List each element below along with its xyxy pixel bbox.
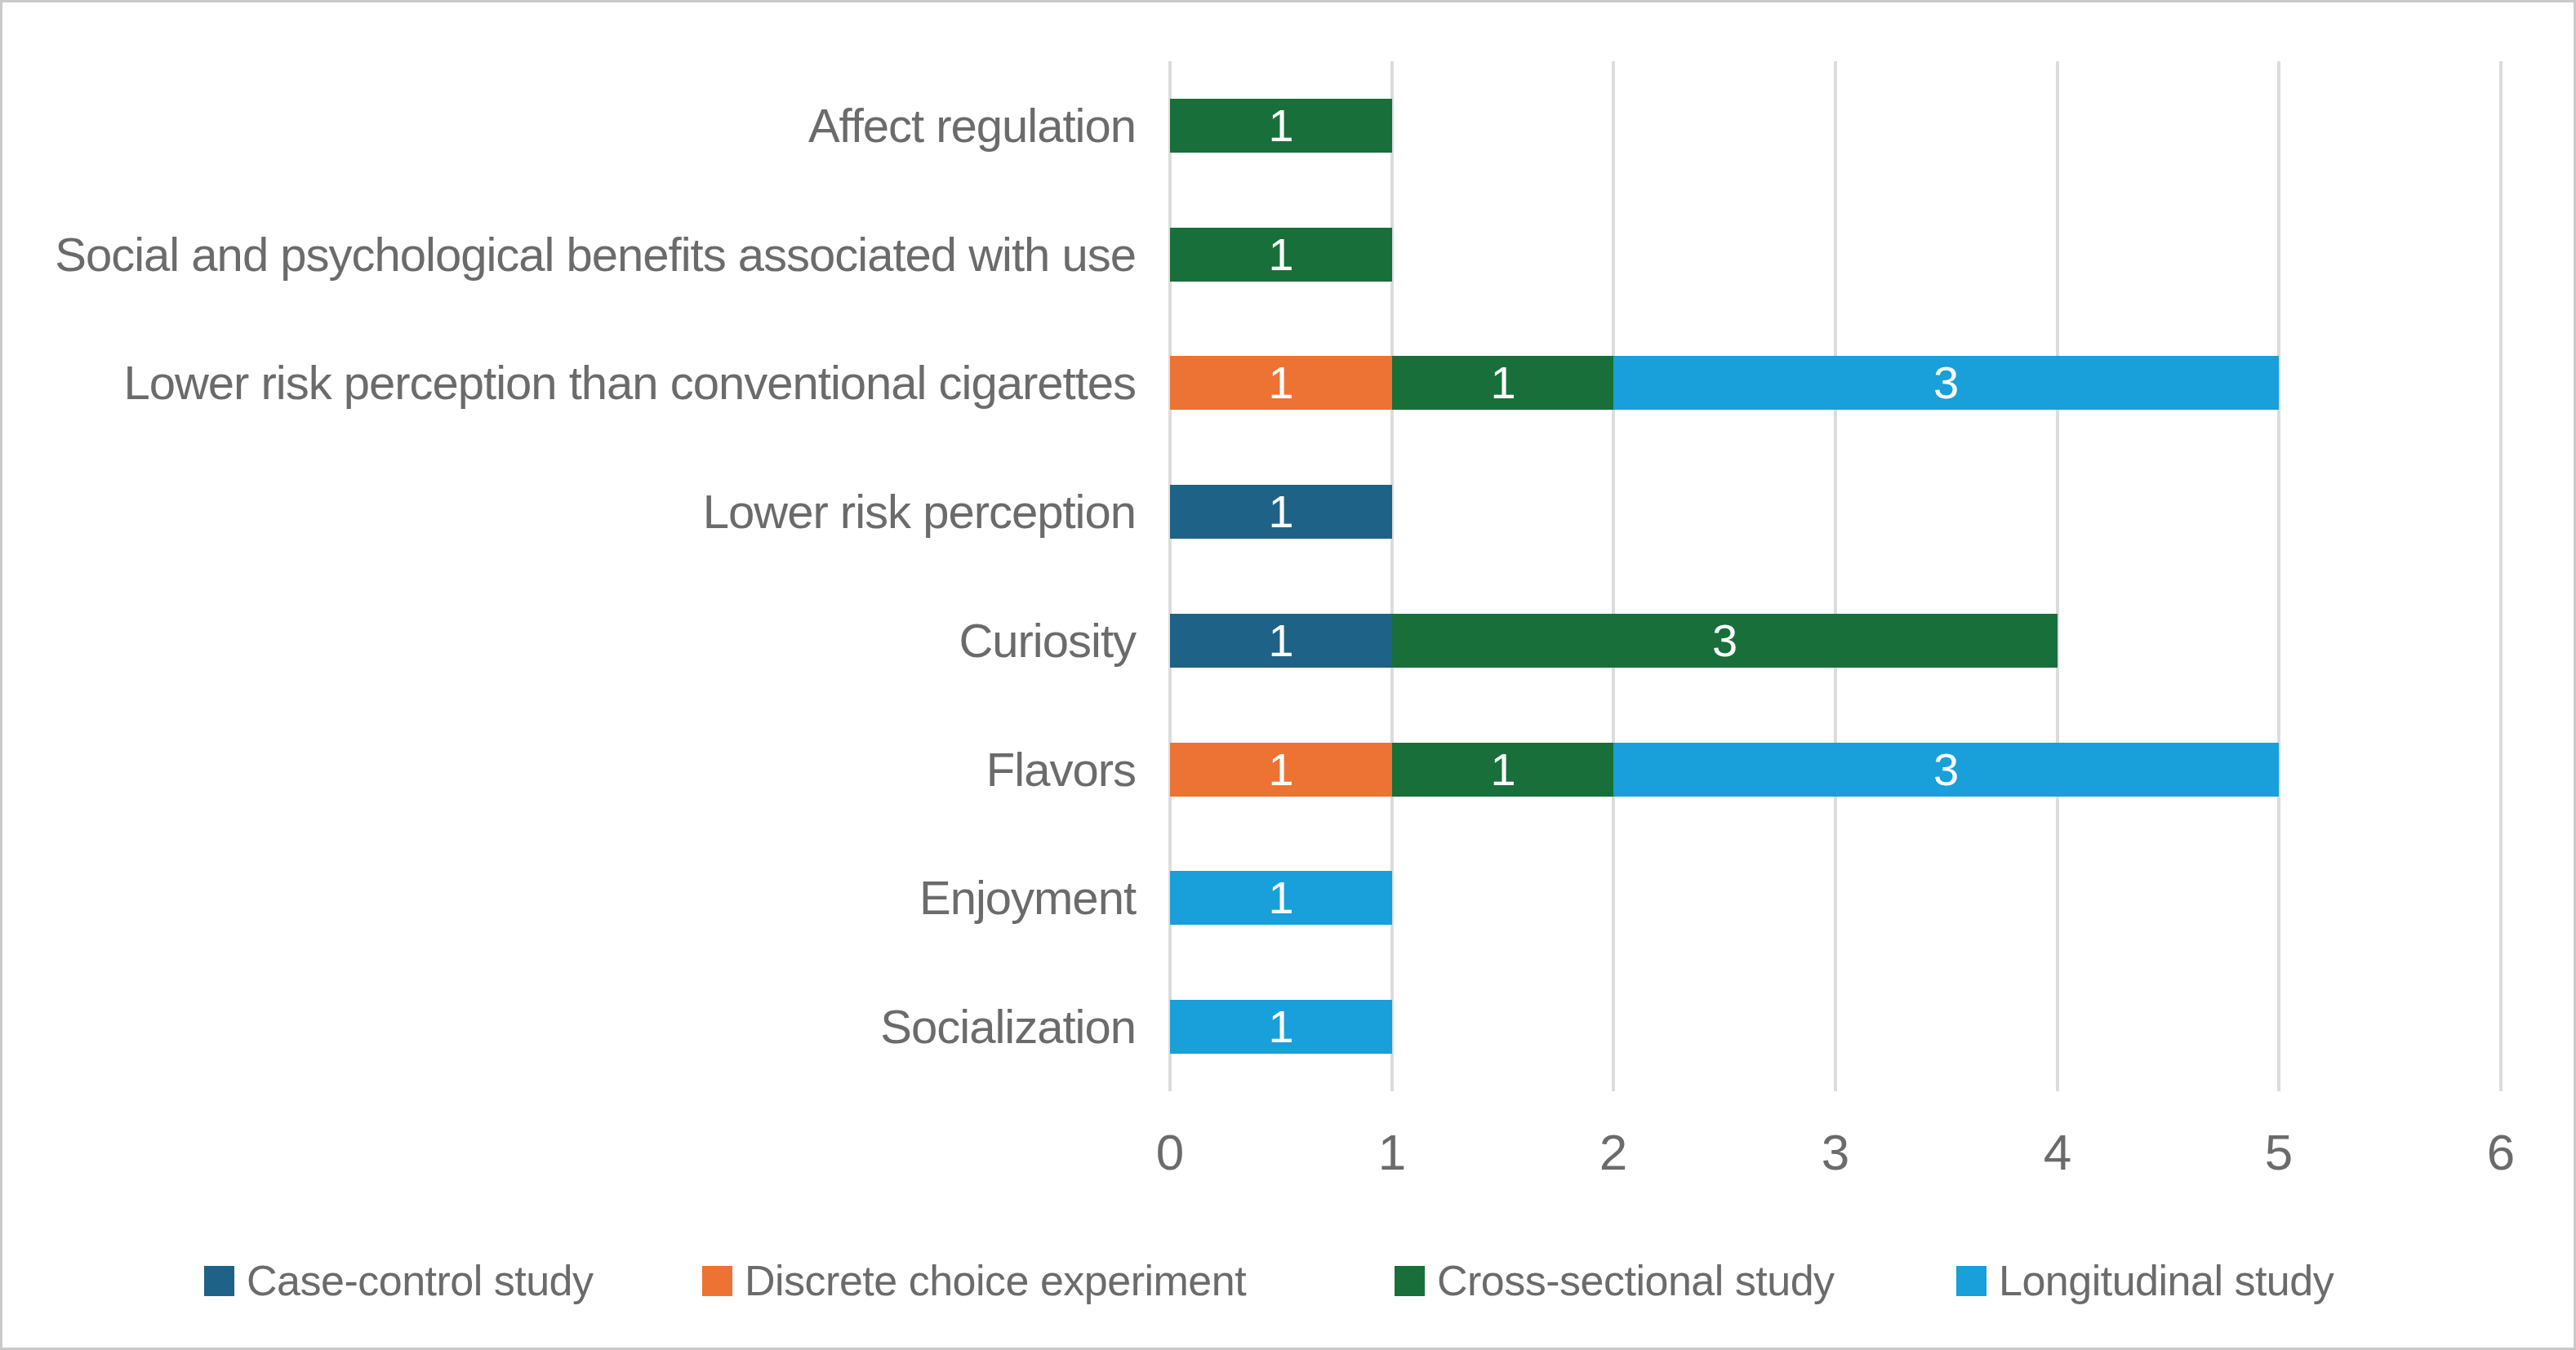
x-tick-label: 2 — [1548, 1124, 1679, 1181]
legend-item: Longitudinal study — [1956, 1259, 2334, 1302]
legend-item: Case-control study — [204, 1259, 594, 1302]
category-label: Lower risk perception — [2, 479, 1136, 544]
x-tick-label: 4 — [1992, 1124, 2123, 1181]
legend-marker-icon — [1395, 1266, 1425, 1296]
legend-label: Case-control study — [247, 1259, 594, 1302]
gridline-6 — [2499, 61, 2503, 1091]
bar-value-label: 1 — [1268, 489, 1293, 535]
bar-value-label: 1 — [1268, 360, 1293, 406]
legend-marker-icon — [204, 1266, 234, 1296]
gridline-2 — [1612, 61, 1615, 1091]
gridline-4 — [2056, 61, 2059, 1091]
bar-segment: 3 — [1392, 614, 2058, 668]
bar-segment: 1 — [1170, 485, 1392, 539]
bar-segment: 3 — [1613, 356, 2279, 410]
legend-marker-icon — [1956, 1266, 1987, 1296]
bar-value-label: 1 — [1268, 618, 1293, 664]
gridline-5 — [2277, 61, 2280, 1091]
bar-segment: 1 — [1170, 356, 1392, 410]
bar-segment: 1 — [1170, 614, 1392, 668]
x-tick-label: 6 — [2436, 1124, 2566, 1181]
bar-value-label: 1 — [1268, 232, 1293, 278]
bar-segment: 1 — [1170, 871, 1392, 925]
category-label: Curiosity — [2, 608, 1136, 673]
bar-value-label: 1 — [1490, 747, 1515, 793]
stacked-bar-chart: 1 1 1 1 3 1 1 3 1 1 3 1 1 Affect regulation Social an… — [0, 0, 2576, 1350]
bar-value-label: 1 — [1268, 875, 1293, 921]
bar-value-label: 1 — [1268, 747, 1293, 793]
bar-segment: 1 — [1392, 356, 1614, 410]
category-label: Enjoyment — [2, 865, 1136, 930]
category-label: Lower risk perception than conventional … — [2, 350, 1136, 415]
bar-segment: 1 — [1170, 228, 1392, 282]
category-label: Social and psychological benefits associ… — [2, 222, 1136, 287]
legend-item: Cross-sectional study — [1395, 1259, 1835, 1302]
legend-label: Discrete choice experiment — [745, 1259, 1246, 1302]
gridline-1 — [1390, 61, 1394, 1091]
legend-label: Longitudinal study — [1999, 1259, 2334, 1302]
x-tick-label: 1 — [1327, 1124, 1457, 1181]
bar-segment: 1 — [1392, 743, 1614, 797]
bar-value-label: 3 — [1933, 747, 1959, 793]
bar-segment: 3 — [1613, 743, 2279, 797]
category-label: Socialization — [2, 994, 1136, 1059]
legend-label: Cross-sectional study — [1437, 1259, 1835, 1302]
x-tick-label: 0 — [1105, 1124, 1235, 1181]
x-tick-label: 3 — [1770, 1124, 1901, 1181]
bar-value-label: 3 — [1933, 360, 1959, 406]
bar-segment: 1 — [1170, 99, 1392, 153]
gridline-3 — [1834, 61, 1837, 1091]
bar-value-label: 3 — [1712, 618, 1737, 664]
bar-value-label: 1 — [1268, 1004, 1293, 1050]
x-tick-label: 5 — [2213, 1124, 2344, 1181]
category-label: Flavors — [2, 737, 1136, 802]
bar-value-label: 1 — [1490, 360, 1515, 406]
legend-marker-icon — [702, 1266, 732, 1296]
bar-value-label: 1 — [1268, 103, 1293, 149]
plot-area: 1 1 1 1 3 1 1 3 1 1 3 1 1 — [1170, 61, 2501, 1091]
gridline-0 — [1168, 61, 1172, 1091]
bar-segment: 1 — [1170, 743, 1392, 797]
bar-segment: 1 — [1170, 1000, 1392, 1054]
category-label: Affect regulation — [2, 93, 1136, 158]
legend-item: Discrete choice experiment — [702, 1259, 1246, 1302]
